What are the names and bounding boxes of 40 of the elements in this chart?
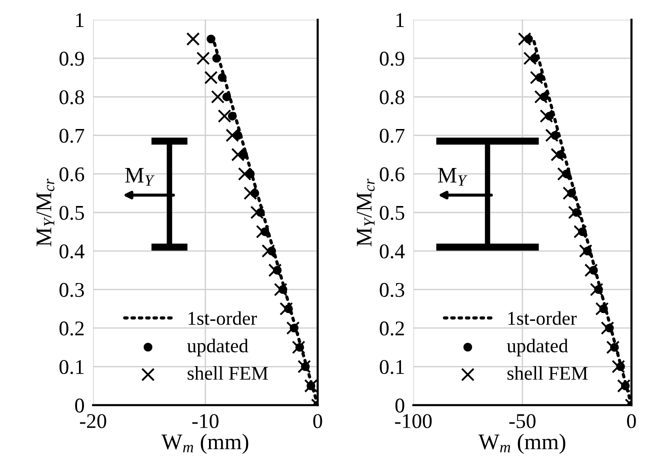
legend-label: updated: [506, 338, 568, 356]
y-tick-label: 0.5: [60, 206, 84, 220]
y-tick-label: 0.4: [380, 244, 405, 259]
y-tick-label: 0.1: [380, 360, 404, 374]
y-tick-label: 0.7: [380, 128, 404, 143]
legend-label: 1st-order: [508, 311, 577, 325]
x-axis-title: W$_{m}$ (mm): [478, 434, 566, 454]
x-tick-label: -20: [80, 414, 106, 428]
y-axis-title: M$_{Y}$/M$_{cr}$: [36, 178, 54, 246]
y-axis-title: M$_{Y}$/M$_{cr}$: [356, 178, 375, 246]
y-tick-label: 1: [76, 13, 84, 27]
y-tick-label: 0.7: [60, 128, 84, 143]
legend-label: 1st-order: [188, 311, 257, 325]
y-tick-label: 0.9: [60, 52, 84, 66]
y-tick-label: 0.9: [380, 52, 404, 66]
x-tick-label: 0: [627, 414, 636, 428]
x-tick-label: -100: [395, 414, 432, 428]
y-tick-label: 0.4: [60, 244, 84, 259]
y-tick-label: 0.2: [60, 321, 84, 336]
y-tick-label: 0.6: [380, 167, 404, 182]
legend-label: shell FEM: [188, 366, 268, 380]
y-tick-label: 0.3: [60, 282, 84, 298]
y-tick-label: 0.6: [60, 167, 84, 182]
y-tick-label: 0: [395, 398, 404, 413]
y-tick-label: 0.8: [380, 90, 404, 104]
annotation: M$_{Y}$: [438, 168, 468, 186]
y-tick-label: 0.8: [60, 90, 84, 104]
legend-label: updated: [187, 338, 248, 356]
y-tick-label: 1: [396, 13, 404, 27]
x-axis-title: W$_{m}$ (mm): [161, 434, 248, 454]
y-tick-label: 0.3: [380, 282, 404, 298]
y-tick-label: 0.1: [60, 360, 84, 374]
y-tick-label: 0.2: [380, 321, 404, 336]
x-tick-label: -50: [509, 414, 536, 428]
x-tick-label: -10: [192, 414, 218, 428]
legend-label: shell FEM: [507, 366, 588, 380]
annotation: M$_{Y}$: [125, 168, 155, 186]
y-tick-label: 0.5: [380, 206, 404, 220]
x-tick-label: 0: [313, 414, 322, 428]
y-tick-label: 0: [75, 398, 84, 413]
